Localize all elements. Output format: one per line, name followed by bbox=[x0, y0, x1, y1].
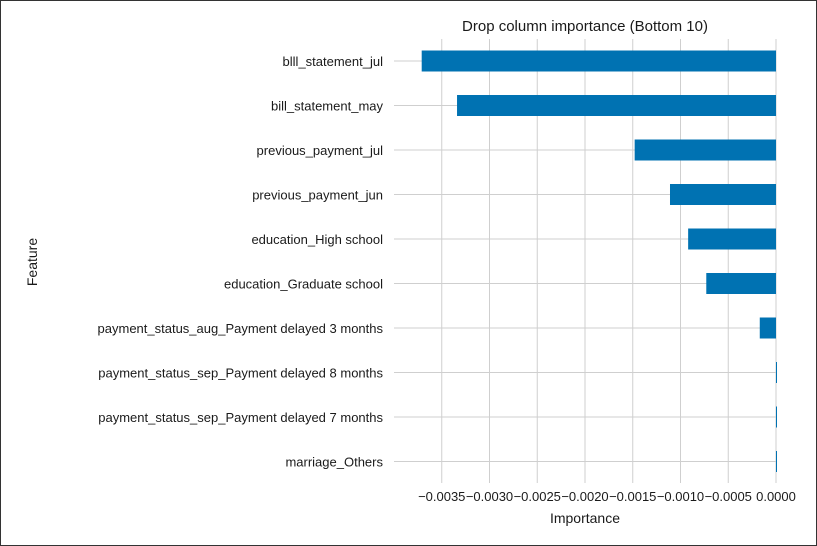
feature-label: bill_statement_may bbox=[271, 99, 383, 114]
bar-education-high-school bbox=[688, 228, 776, 250]
bar-previous-payment-jun bbox=[669, 184, 776, 205]
x-tick-label: −0.0030 bbox=[466, 489, 513, 504]
bar-payment-status-sep-payment-delayed-8-months bbox=[776, 362, 777, 383]
bar-marriage-others bbox=[776, 451, 777, 472]
bars bbox=[421, 50, 777, 472]
bar-bill-statement-may bbox=[457, 95, 776, 116]
feature-label: payment_status_sep_Payment delayed 8 mon… bbox=[98, 366, 383, 381]
feature-label: previous_payment_jul bbox=[257, 143, 384, 158]
feature-label: marriage_Others bbox=[285, 455, 383, 470]
x-axis-title: Importance bbox=[550, 510, 620, 526]
x-tick-label: −0.0020 bbox=[561, 489, 608, 504]
bar-payment-status-sep-payment-delayed-7-months bbox=[776, 406, 777, 428]
feature-label: payment_status_aug_Payment delayed 3 mon… bbox=[98, 321, 384, 336]
x-tick-label: −0.0005 bbox=[705, 489, 752, 504]
x-tick-label: −0.0025 bbox=[514, 489, 561, 504]
feature-label: education_Graduate school bbox=[224, 277, 383, 292]
chart-title: Drop column importance (Bottom 10) bbox=[462, 18, 708, 35]
feature-labels: blll_statement_jul bill_statement_mayprev… bbox=[98, 54, 384, 470]
bar-blll-statement-jul bbox=[421, 50, 776, 72]
x-tick-labels: −0.0035 −0.0030 −0.0025 −0.0020 −0.0015 −0.00… bbox=[418, 489, 796, 504]
x-tick-label: 0.0000 bbox=[756, 489, 796, 504]
feature-label: education_High school bbox=[251, 232, 383, 247]
y-axis-title: Feature bbox=[24, 238, 40, 286]
x-tick-label: −0.0015 bbox=[609, 489, 656, 504]
bar-payment-status-aug-payment-delayed-3-months bbox=[759, 317, 776, 339]
feature-label: blll_statement_jul bbox=[283, 54, 384, 69]
bar-previous-payment-jul bbox=[634, 139, 776, 161]
bar-education-graduate-school bbox=[706, 273, 776, 294]
x-tick-label: −0.0035 bbox=[418, 489, 465, 504]
x-tick-label: −0.0010 bbox=[657, 489, 704, 504]
feature-label: previous_payment_jun bbox=[252, 188, 383, 203]
feature-label: payment_status_sep_Payment delayed 7 mon… bbox=[98, 410, 383, 425]
